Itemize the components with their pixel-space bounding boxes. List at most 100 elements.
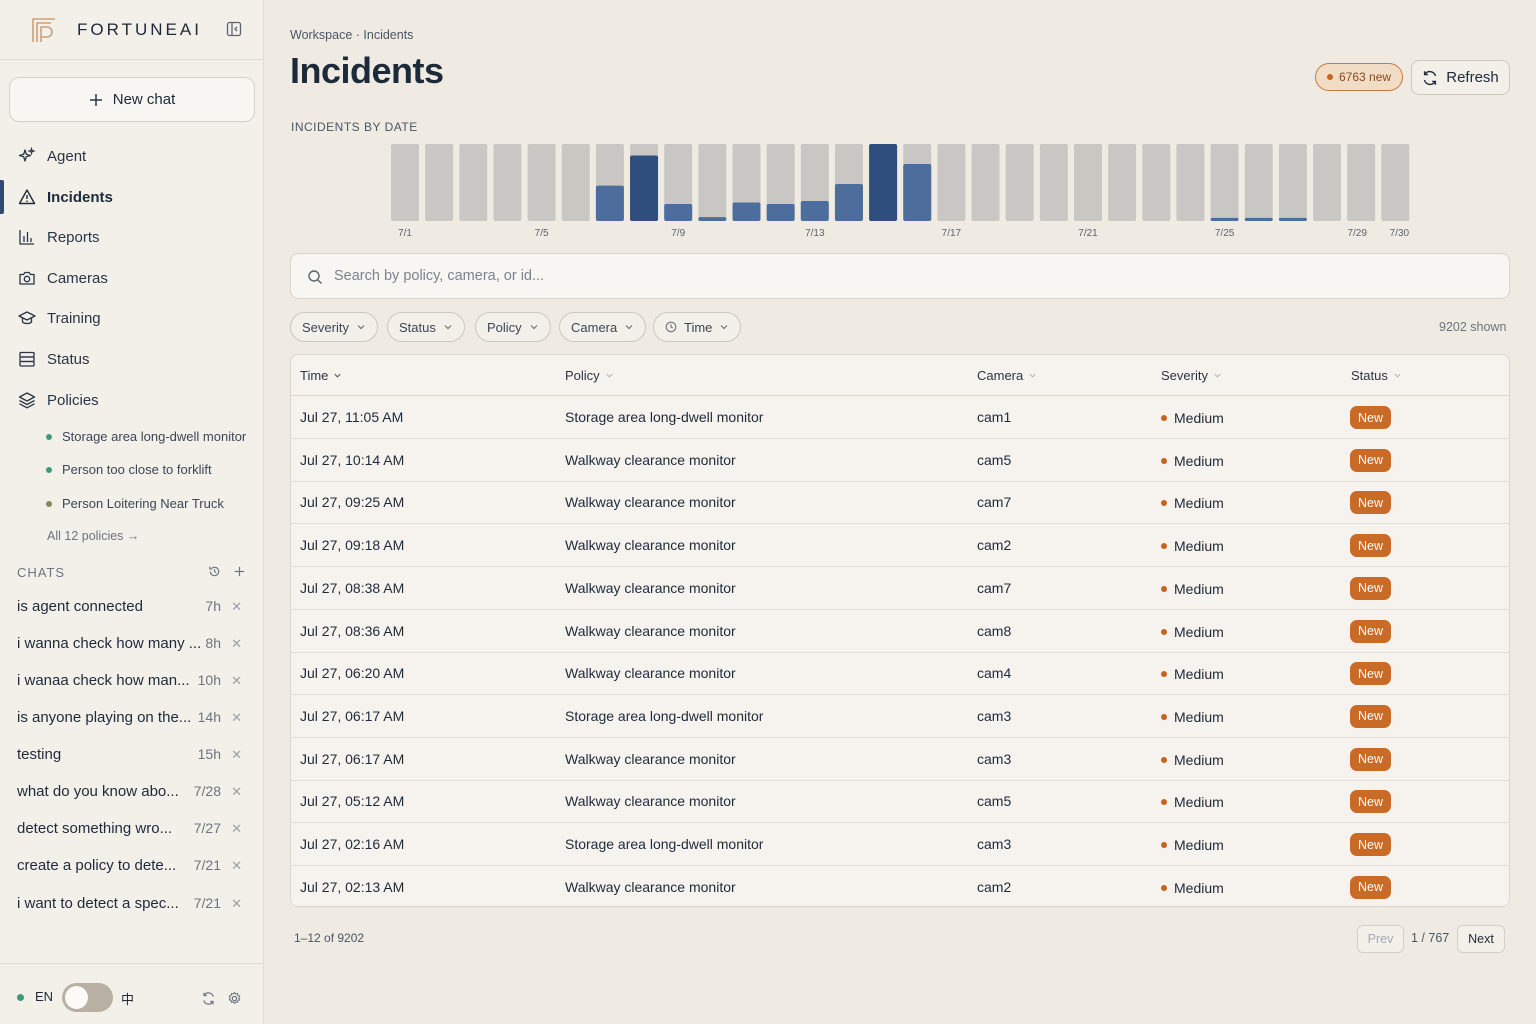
chat-item[interactable]: testing 15h ✕ xyxy=(17,746,247,768)
nav-item-incidents[interactable]: Incidents xyxy=(0,180,263,214)
nav-item-policies[interactable]: Policies xyxy=(0,383,263,417)
filter-time[interactable]: Time xyxy=(653,312,742,342)
history-icon[interactable] xyxy=(208,565,221,578)
table-row[interactable]: Jul 27, 11:05 AM Storage area long-dwell … xyxy=(291,396,1509,439)
all-policies-link[interactable]: All 12 policies → xyxy=(47,529,140,543)
sync-icon[interactable] xyxy=(201,991,216,1006)
sidebar-footer: EN 中 xyxy=(0,963,263,1024)
chat-item[interactable]: i wanna check how many ... 8h ✕ xyxy=(17,635,247,657)
status-badge: New xyxy=(1350,406,1392,429)
column-header-time[interactable]: Time xyxy=(300,355,342,395)
chart-bar[interactable] xyxy=(903,164,932,221)
next-page-button[interactable]: Next xyxy=(1457,925,1505,953)
nav-item-status[interactable]: Status xyxy=(0,342,263,376)
column-header-camera[interactable]: Camera xyxy=(977,355,1037,395)
language-toggle[interactable] xyxy=(62,983,113,1012)
chart-bar[interactable] xyxy=(630,155,659,221)
severity-dot xyxy=(1161,799,1167,806)
filter-label: Severity xyxy=(302,319,349,335)
chat-item[interactable]: create a policy to dete... 7/21 ✕ xyxy=(17,857,247,879)
chart-bar[interactable] xyxy=(1244,217,1273,221)
nav-item-reports[interactable]: Reports xyxy=(0,220,263,254)
chart-bar[interactable] xyxy=(664,204,693,221)
pagination-range: 1–12 of 9202 xyxy=(294,931,365,945)
new-chat-button[interactable]: New chat xyxy=(9,77,255,122)
chart-bar[interactable] xyxy=(834,184,863,221)
chat-item[interactable]: is anyone playing on the... 14h ✕ xyxy=(17,709,247,731)
filter-status[interactable]: Status xyxy=(387,312,465,342)
chart-bar-track xyxy=(1074,144,1102,221)
nav-item-cameras[interactable]: Cameras xyxy=(0,261,263,295)
close-icon[interactable]: ✕ xyxy=(231,673,242,688)
close-icon[interactable]: ✕ xyxy=(231,784,242,799)
table-row[interactable]: Jul 27, 06:20 AM Walkway clearance monito… xyxy=(291,652,1509,696)
chart-bar[interactable] xyxy=(766,204,795,221)
close-icon[interactable]: ✕ xyxy=(231,896,242,911)
chart-bar[interactable] xyxy=(1210,217,1239,221)
chat-item[interactable]: detect something wro... 7/27 ✕ xyxy=(17,820,247,842)
chart-bar-track xyxy=(527,144,556,221)
close-icon[interactable]: ✕ xyxy=(231,747,242,762)
table-row[interactable]: Jul 27, 06:17 AM Storage area long-dwell … xyxy=(291,695,1509,738)
table-row[interactable]: Jul 27, 05:12 AM Walkway clearance monito… xyxy=(291,780,1509,824)
close-icon[interactable]: ✕ xyxy=(231,858,242,873)
add-chat-icon[interactable] xyxy=(233,565,246,578)
prev-page-button[interactable]: Prev xyxy=(1357,925,1404,953)
new-incidents-badge[interactable]: 6763 new xyxy=(1315,63,1404,91)
table-row[interactable]: Jul 27, 09:18 AM Walkway clearance monito… xyxy=(291,524,1509,568)
chart-bar[interactable] xyxy=(732,202,761,221)
severity-dot xyxy=(1161,884,1167,891)
nav-item-training[interactable]: Training xyxy=(0,301,263,335)
close-icon[interactable]: ✕ xyxy=(231,599,242,614)
chat-item[interactable]: i want to detect a spec... 7/21 ✕ xyxy=(17,895,247,917)
filter-policy[interactable]: Policy xyxy=(475,312,551,342)
cell-camera: cam3 xyxy=(977,707,1012,724)
severity-label: Medium xyxy=(1174,837,1224,853)
plus-icon xyxy=(89,93,102,106)
column-header-status[interactable]: Status xyxy=(1351,355,1402,395)
table-row[interactable]: Jul 27, 06:17 AM Walkway clearance monito… xyxy=(291,738,1509,781)
filter-severity[interactable]: Severity xyxy=(290,312,378,342)
search-box[interactable] xyxy=(290,253,1510,299)
cell-time: Jul 27, 09:18 AM xyxy=(300,537,405,554)
close-icon[interactable]: ✕ xyxy=(231,821,242,836)
table-row[interactable]: Jul 27, 08:38 AM Walkway clearance monito… xyxy=(291,567,1509,610)
chart-bar-track xyxy=(971,144,1000,221)
sidebar-policy-item[interactable]: Storage area long-dwell monitor xyxy=(46,429,246,444)
nav-item-agent[interactable]: Agent xyxy=(0,139,263,173)
table-row[interactable]: Jul 27, 02:13 AM Walkway clearance monito… xyxy=(291,866,1509,906)
close-icon[interactable]: ✕ xyxy=(231,636,242,651)
severity-dot xyxy=(1161,457,1167,464)
gear-icon[interactable] xyxy=(227,991,242,1006)
cell-policy: Walkway clearance monitor xyxy=(565,878,736,895)
chat-item[interactable]: i wanaa check how man... 10h ✕ xyxy=(17,672,247,694)
chat-item[interactable]: is agent connected 7h ✕ xyxy=(17,598,247,620)
chevron-down-icon xyxy=(530,325,538,330)
filter-camera[interactable]: Camera xyxy=(559,312,647,342)
table-row[interactable]: Jul 27, 09:25 AM Walkway clearance monito… xyxy=(291,481,1509,525)
chart-title: INCIDENTS BY DATE xyxy=(291,120,418,134)
chart-bar[interactable] xyxy=(800,200,829,221)
bar-chart-icon xyxy=(19,230,34,245)
column-header-policy[interactable]: Policy xyxy=(565,355,614,395)
sidebar-collapse-icon[interactable] xyxy=(226,21,242,37)
sort-chevron-icon xyxy=(334,373,341,378)
lang-en-label: EN xyxy=(35,989,54,1004)
chart-bar[interactable] xyxy=(698,217,727,221)
table-row[interactable]: Jul 27, 08:36 AM Walkway clearance monito… xyxy=(291,610,1509,653)
sidebar-policy-item[interactable]: Person Loitering Near Truck xyxy=(46,496,224,511)
table-row[interactable]: Jul 27, 02:16 AM Storage area long-dwell … xyxy=(291,823,1509,866)
table-row[interactable]: Jul 27, 10:14 AM Walkway clearance monito… xyxy=(291,439,1509,482)
chart-bar[interactable] xyxy=(1278,217,1307,221)
close-icon[interactable]: ✕ xyxy=(231,710,242,725)
chart-bar[interactable] xyxy=(595,185,624,221)
chat-item[interactable]: what do you know abo... 7/28 ✕ xyxy=(17,783,247,805)
chat-title: i wanaa check how man... xyxy=(17,672,190,689)
layers-icon xyxy=(18,392,36,409)
chart-bar[interactable] xyxy=(869,144,898,221)
column-header-severity[interactable]: Severity xyxy=(1161,355,1222,395)
search-input[interactable] xyxy=(334,254,1484,298)
sidebar-policy-item[interactable]: Person too close to forklift xyxy=(46,462,212,477)
chat-age: 7/28 xyxy=(193,783,221,799)
refresh-button[interactable]: Refresh xyxy=(1411,60,1510,95)
